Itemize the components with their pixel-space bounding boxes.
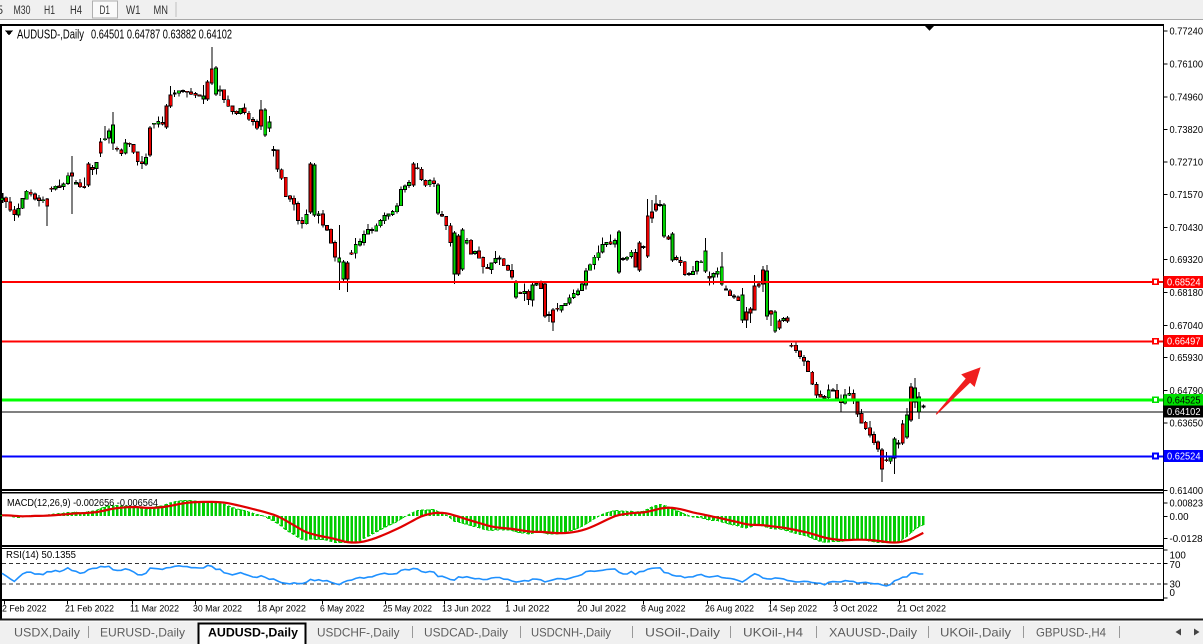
svg-text:USDCHF-,Daily: USDCHF-,Daily xyxy=(317,626,400,640)
svg-text:H4: H4 xyxy=(70,5,82,17)
svg-text:0: 0 xyxy=(1170,588,1176,599)
svg-text:30: 30 xyxy=(1170,580,1181,591)
svg-text:0.68180: 0.68180 xyxy=(1170,288,1203,299)
svg-text:11 Mar 2022: 11 Mar 2022 xyxy=(130,604,179,614)
svg-text:2 Feb 2022: 2 Feb 2022 xyxy=(2,604,47,614)
svg-text:D1: D1 xyxy=(100,5,111,17)
svg-text:5: 5 xyxy=(0,5,3,17)
svg-text:14 Sep 2022: 14 Sep 2022 xyxy=(768,604,817,614)
svg-text:USOil-,Daily: USOil-,Daily xyxy=(645,626,720,640)
svg-text:18 Apr 2022: 18 Apr 2022 xyxy=(257,604,306,614)
svg-text:100: 100 xyxy=(1170,550,1187,561)
svg-text:30 Mar 2022: 30 Mar 2022 xyxy=(193,604,242,614)
svg-text:0.70430: 0.70430 xyxy=(1170,223,1203,234)
svg-text:H1: H1 xyxy=(44,5,55,17)
svg-text:0.69320: 0.69320 xyxy=(1170,255,1203,266)
svg-text:UKOil-,Daily: UKOil-,Daily xyxy=(940,626,1011,640)
svg-text:0.00823: 0.00823 xyxy=(1170,499,1203,510)
svg-text:70: 70 xyxy=(1170,560,1181,571)
svg-text:USDX,Daily: USDX,Daily xyxy=(14,626,80,640)
svg-text:0.65930: 0.65930 xyxy=(1170,353,1203,364)
svg-text:0.63650: 0.63650 xyxy=(1170,419,1203,430)
svg-text:W1: W1 xyxy=(126,5,141,17)
svg-text:8 Aug 2022: 8 Aug 2022 xyxy=(641,604,686,614)
svg-text:0.73820: 0.73820 xyxy=(1170,125,1203,136)
svg-text:MACD(12,26,9) -0.002656 -0.006: MACD(12,26,9) -0.002656 -0.006564 xyxy=(7,498,158,509)
svg-text:1 Jul 2022: 1 Jul 2022 xyxy=(505,604,550,614)
svg-text:0.74960: 0.74960 xyxy=(1170,92,1203,103)
svg-text:UKOil-,H4: UKOil-,H4 xyxy=(743,626,803,640)
svg-text:XAUUSD-,Daily: XAUUSD-,Daily xyxy=(829,626,917,640)
svg-text:USDCNH-,Daily: USDCNH-,Daily xyxy=(531,626,611,640)
svg-text:0.77240: 0.77240 xyxy=(1170,27,1203,38)
svg-text:0.64102: 0.64102 xyxy=(1167,407,1201,418)
svg-text:USDCAD-,Daily: USDCAD-,Daily xyxy=(424,626,508,640)
svg-text:21 Feb 2022: 21 Feb 2022 xyxy=(65,604,114,614)
svg-text:0.64790: 0.64790 xyxy=(1170,386,1203,397)
svg-text:0.00: 0.00 xyxy=(1170,512,1190,523)
svg-text:0.62524: 0.62524 xyxy=(1167,452,1201,463)
svg-text:-0.01282: -0.01282 xyxy=(1170,534,1203,545)
svg-text:6 May 2022: 6 May 2022 xyxy=(320,604,365,614)
svg-text:0.76100: 0.76100 xyxy=(1170,59,1203,70)
svg-text:EURUSD-,Daily: EURUSD-,Daily xyxy=(100,626,185,640)
svg-text:21 Oct 2022: 21 Oct 2022 xyxy=(897,604,946,614)
svg-text:RSI(14) 50.1355: RSI(14) 50.1355 xyxy=(6,550,76,561)
svg-text:0.66497: 0.66497 xyxy=(1167,337,1201,348)
svg-text:AUDUSD-,Daily: AUDUSD-,Daily xyxy=(208,626,298,640)
svg-text:0.71570: 0.71570 xyxy=(1170,190,1203,201)
svg-text:0.61400: 0.61400 xyxy=(1170,486,1203,497)
svg-text:0.64525: 0.64525 xyxy=(1167,395,1201,406)
svg-text:0.68524: 0.68524 xyxy=(1167,277,1201,288)
svg-text:0.72710: 0.72710 xyxy=(1170,157,1203,168)
svg-text:13 Jun 2022: 13 Jun 2022 xyxy=(442,604,491,614)
svg-text:0.64501 0.64787 0.63882 0.6410: 0.64501 0.64787 0.63882 0.64102 xyxy=(91,28,232,42)
svg-text:GBPUSD-,H4: GBPUSD-,H4 xyxy=(1036,626,1106,640)
svg-text:25 May 2022: 25 May 2022 xyxy=(383,604,432,614)
svg-text:0.67040: 0.67040 xyxy=(1170,321,1203,332)
svg-text:20 Jul 2022: 20 Jul 2022 xyxy=(577,604,626,614)
svg-text:26 Aug 2022: 26 Aug 2022 xyxy=(705,604,754,614)
svg-text:3 Oct 2022: 3 Oct 2022 xyxy=(833,604,878,614)
svg-text:AUDUSD-,Daily: AUDUSD-,Daily xyxy=(17,28,85,42)
svg-text:M30: M30 xyxy=(14,5,31,17)
svg-text:MN: MN xyxy=(154,5,169,17)
